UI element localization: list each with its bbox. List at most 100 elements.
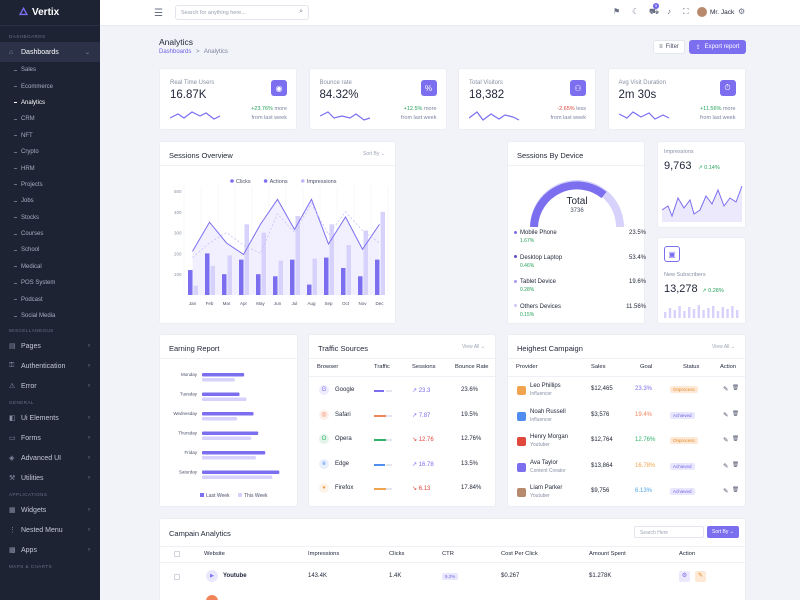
sidebar-subitem-crypto[interactable]: Crypto [0, 144, 100, 160]
sidebar-subitem-ecommerce[interactable]: Ecommerce [0, 78, 100, 94]
sidebar-subitem-analytics[interactable]: Analytics [0, 95, 100, 111]
search-icon: ⌕ [299, 8, 303, 15]
breadcrumb-root[interactable]: Dashboards [159, 49, 192, 55]
sidebar-item-label: Error [21, 382, 37, 390]
bounce-value: 23.6% [461, 387, 479, 393]
legend-actions[interactable]: Actions [263, 179, 288, 185]
table-row[interactable]: G Google ↗ 23.3 23.6% [309, 385, 497, 405]
trash-icon[interactable]: 🗑 [732, 410, 739, 417]
sales-value: $12,764 [591, 437, 613, 443]
impressions-sparkline [662, 185, 743, 222]
table-row[interactable]: Leo Phillips Influencer $12,465 23.3% Onproc… [508, 382, 747, 404]
edit-icon[interactable]: ✎ [723, 488, 729, 495]
sidebar-subitem-stocks[interactable]: Stocks [0, 210, 100, 226]
table-row[interactable]: Henry Morgan Youtuber $12,764 12.76% Onproce… [508, 433, 747, 455]
user-menu[interactable]: Mr. Jack [697, 7, 734, 17]
y-tick-label: 100 [174, 272, 182, 277]
sidebar-item-dashboards[interactable]: ⌂ Dashboards ⌄ [0, 42, 100, 62]
settings-icon[interactable]: ⚙ [679, 571, 690, 582]
impressions-label: Impressions [664, 149, 694, 155]
legend-this-week[interactable]: This Week [238, 493, 268, 499]
legend-clicks[interactable]: Clicks [230, 179, 251, 185]
sidebar-subitem-medical[interactable]: Medical [0, 259, 100, 275]
sidebar-subitem-nft[interactable]: NFT [0, 128, 100, 144]
campaign-search-input[interactable]: Search Here [634, 526, 704, 538]
sidebar-item-ui-elements[interactable]: ◧ Ui Elements › [0, 408, 100, 428]
traffic-bar [374, 439, 390, 441]
trend-up-icon: ↗ [412, 412, 419, 419]
sidebar-subitem-projects[interactable]: Projects [0, 177, 100, 193]
edit-icon[interactable]: ✎ [723, 386, 729, 393]
search-input[interactable]: Search for anything here... ⌕ [175, 5, 309, 20]
sidebar-item-forms[interactable]: ▭ Forms › [0, 428, 100, 448]
edit-icon[interactable]: ✎ [723, 437, 729, 444]
layers-icon: ◧ [9, 415, 16, 423]
export-report-button[interactable]: ⇪ Export report [689, 40, 746, 54]
sidebar-item-utilities[interactable]: ⚒ Utilities › [0, 468, 100, 488]
select-all-checkbox[interactable] [174, 551, 180, 557]
section-applications: APPLICATIONS [9, 491, 48, 497]
sidebar-item-nested-menu[interactable]: ⋮ Nested Menu › [0, 520, 100, 540]
sessions-value: ↘ 12.76 [412, 436, 434, 443]
sidebar-subitem-podcast[interactable]: Podcast [0, 291, 100, 307]
view-all-label: View All [711, 344, 730, 350]
fullscreen-icon[interactable]: ⛶ [683, 7, 689, 16]
opera-icon: O [319, 434, 329, 444]
row-checkbox[interactable] [174, 574, 180, 580]
edit-icon[interactable]: ✎ [723, 462, 729, 470]
device-row-main: Tablet Device [514, 279, 646, 285]
legend-last-week[interactable]: Last Week [200, 493, 230, 499]
table-row[interactable]: Ava Taylor Content Creator $13,864 16.78% Ac… [508, 459, 747, 481]
sidebar-item-advanced-ui[interactable]: ◈ Advanced UI › [0, 448, 100, 468]
trash-icon[interactable]: 🗑 [732, 461, 739, 468]
view-all-button[interactable]: View All ⌄ [711, 344, 735, 350]
sort-by-dropdown[interactable]: Sort By ⌄ [363, 151, 385, 157]
table-header: Traffic [374, 364, 390, 370]
sidebar-subitem-school[interactable]: School [0, 242, 100, 258]
edit-icon[interactable]: ✎ [695, 571, 706, 582]
view-all-button[interactable]: View All ⌄ [461, 344, 485, 350]
sidebar-subitem-sales[interactable]: Sales [0, 62, 100, 78]
table-row[interactable]: ◎ Safari ↗ 7.87 19.5% [309, 409, 497, 430]
bell-icon[interactable]: ♪ [667, 7, 671, 16]
sidebar-item-widgets[interactable]: ▦ Widgets › [0, 500, 100, 520]
table-row[interactable]: ● Firefox ↘ 6.13 17.84% [309, 483, 497, 503]
sidebar-item-authentication[interactable]: ⚿ Authentication › [0, 356, 100, 376]
table-row[interactable]: Liam Parker Youtuber $9,756 6.13% Achieved ✎ 🗑 [508, 484, 747, 506]
view-all-label: View All [461, 344, 480, 350]
x-tick-label: Oct [342, 301, 350, 306]
trash-icon[interactable]: 🗑 [732, 385, 739, 391]
table-row[interactable]: e Edge ↗ 16.78 13.5% [309, 458, 497, 479]
sidebar-item-apps[interactable]: ▩ Apps › [0, 540, 100, 560]
device-pct: 23.5% [628, 230, 646, 236]
sidebar-subitem-crm[interactable]: CRM [0, 111, 100, 127]
bar-clicks [290, 259, 295, 295]
app-logo[interactable]: Vertix [0, 0, 100, 26]
bar-clicks [222, 274, 227, 295]
moon-icon[interactable]: ☾ [632, 7, 640, 16]
language-icon[interactable]: ⚑ [613, 7, 621, 16]
edit-icon[interactable]: ✎ [723, 411, 729, 419]
cart-icon[interactable]: ⛟ [649, 7, 660, 16]
traffic-bar-track [386, 390, 392, 392]
table-row[interactable]: ▶ Youtube 143.4K 1.4K 9.2% $0.267 $1.278K ⚙ ✎ [160, 569, 747, 589]
sidebar-subitem-pos-system[interactable]: POS System [0, 275, 100, 291]
table-row[interactable]: O Opera ↘ 12.76 12.76% [309, 434, 497, 454]
sidebar-subitem-hrm[interactable]: HRM [0, 160, 100, 176]
sidebar-subitem-social-media[interactable]: Social Media [0, 308, 100, 324]
subscriber-bar [702, 310, 705, 318]
gear-icon[interactable]: ⚙ [738, 7, 746, 16]
campaign-sort-button[interactable]: Sort By ⌄ [707, 526, 739, 538]
sidebar-subitem-jobs[interactable]: Jobs [0, 193, 100, 209]
trash-icon[interactable]: 🗑 [732, 436, 739, 442]
menu-toggle-icon[interactable]: ☰ [154, 8, 163, 19]
sidebar-subitem-courses[interactable]: Courses [0, 226, 100, 242]
stat-note: from last week [401, 115, 437, 121]
filter-button[interactable]: ≡ Filter [653, 40, 685, 54]
device-gauge [530, 180, 624, 228]
legend-impressions[interactable]: Impressions [301, 179, 337, 185]
table-row[interactable]: Noah Russell Influencer $3,576 19.4% Achieve… [508, 408, 747, 430]
trash-icon[interactable]: 🗑 [732, 487, 739, 493]
sidebar-item-pages[interactable]: ▤ Pages › [0, 336, 100, 356]
sidebar-item-error[interactable]: ⚠ Error › [0, 376, 100, 396]
